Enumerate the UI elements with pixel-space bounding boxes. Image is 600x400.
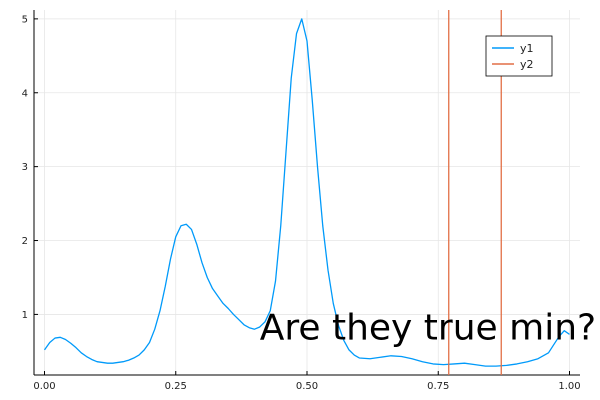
tick-labels: 0.00 0.25 0.50 0.75 1.00 1 2 3 4 5 [22,14,581,392]
axes [33,10,580,376]
y-tick-label-1: 2 [22,236,28,247]
x-tick-label-3: 0.75 [427,381,449,392]
grid [34,10,580,375]
y-tick-label-3: 4 [22,88,28,99]
series-line-y1 [43,18,570,367]
x-tick-label-2: 0.50 [296,381,318,392]
legend-box [485,35,553,77]
y-tick-label-0: 1 [22,310,28,321]
annotation-text-0: Are they true min? [260,308,596,349]
x-tick-label-0: 0.00 [33,381,55,392]
y-tick-label-4: 5 [22,14,28,25]
x-tick-label-1: 0.25 [165,381,187,392]
legend-label-y1: y1 [520,42,534,55]
legend-label-y2: y2 [520,58,534,71]
annotations: Are they true min? [260,308,596,349]
y-tick-label-2: 3 [22,162,28,173]
x-tick-label-4: 1.00 [558,381,580,392]
